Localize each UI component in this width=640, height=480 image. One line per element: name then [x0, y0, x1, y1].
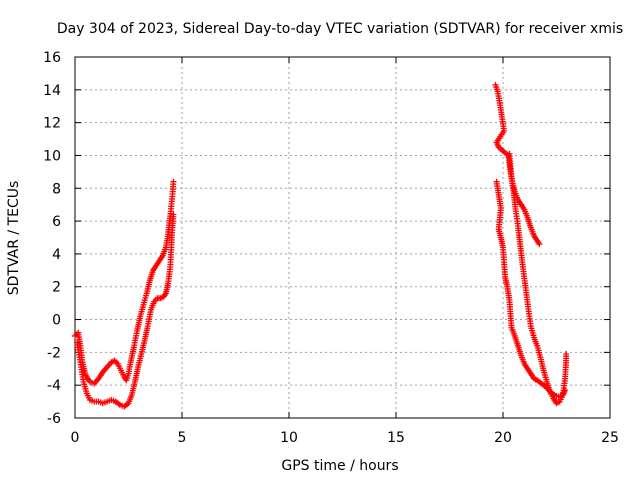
plot-frame	[74, 56, 611, 419]
x-tick-label: 5	[178, 430, 187, 446]
x-axis-label: GPS time / hours	[281, 458, 398, 474]
y-tick-label: 0	[52, 313, 61, 329]
data-points	[72, 81, 570, 410]
data-point	[170, 178, 177, 185]
chart-title: Day 304 of 2023, Sidereal Day-to-day VTE…	[57, 21, 623, 37]
data-point	[563, 351, 570, 358]
y-tick-labels: -6 -4 -2 0 2 4 6 8 10 12 14 16	[43, 50, 61, 427]
data-point	[536, 241, 543, 248]
data-point	[170, 211, 177, 218]
x-tick-label: 0	[71, 430, 80, 446]
x-tick-label: 15	[387, 430, 405, 446]
y-tick-label: 2	[52, 280, 61, 296]
x-tick-label: 10	[280, 430, 298, 446]
y-tick-label: 6	[52, 214, 61, 230]
grid	[75, 57, 610, 418]
y-tick-label: 8	[52, 181, 61, 197]
x-tick-label: 25	[601, 430, 619, 446]
y-tick-label: -6	[47, 411, 61, 427]
series-morning-branch-lower	[74, 211, 177, 410]
y-tick-label: 16	[43, 50, 61, 66]
series-morning-branch-upper	[72, 178, 177, 387]
x-tick-label: 20	[494, 430, 512, 446]
y-tick-label: 14	[43, 83, 61, 99]
y-tick-label: 4	[52, 247, 61, 263]
y-tick-label: 12	[43, 116, 61, 132]
series-evening-branch-lower	[506, 150, 570, 407]
x-tick-labels: 0 5 10 15 20 25	[71, 430, 619, 446]
series-evening-branch-descending	[493, 178, 569, 400]
y-axis-label: SDTVAR / TECUs	[6, 181, 22, 296]
y-tick-label: -2	[47, 345, 61, 361]
axis-ticks	[74, 56, 611, 419]
y-tick-label: -4	[47, 378, 61, 394]
y-tick-label: 10	[43, 148, 61, 164]
